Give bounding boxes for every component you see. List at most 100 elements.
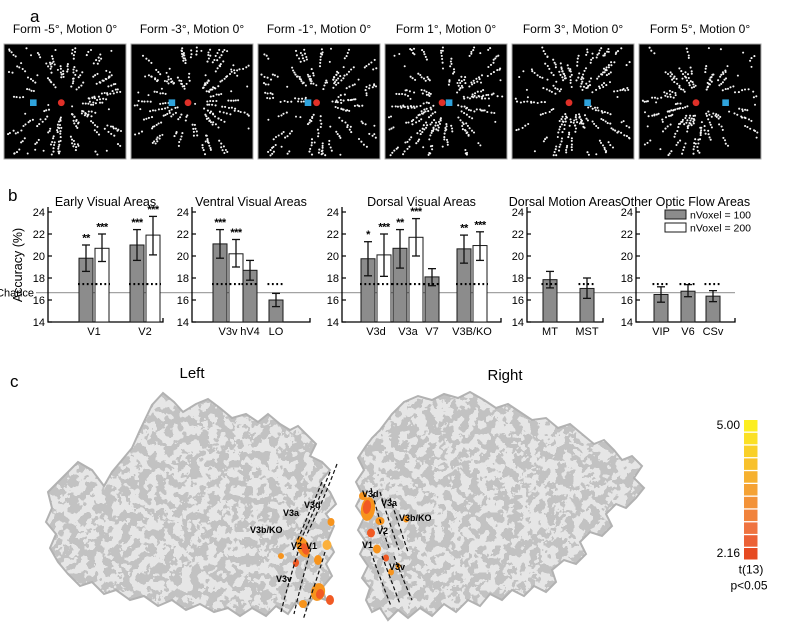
dot [578, 122, 581, 125]
dot [273, 74, 276, 77]
dot [420, 76, 423, 79]
dot [345, 55, 348, 58]
dot [73, 115, 76, 118]
dot [81, 102, 84, 105]
dot [472, 131, 476, 134]
dot [425, 90, 428, 93]
dot [693, 145, 696, 148]
dot [602, 85, 605, 89]
dot [471, 93, 474, 96]
dot [431, 148, 434, 151]
dot [168, 67, 171, 70]
dot [70, 52, 74, 55]
dot [610, 61, 613, 64]
dot [181, 85, 184, 88]
dot [177, 118, 180, 121]
dot [325, 79, 328, 82]
dot [153, 140, 156, 143]
dot [412, 105, 415, 108]
dot [267, 118, 270, 121]
stimulus-label: Form -5°, Motion 0° [13, 22, 117, 36]
dot [73, 66, 76, 69]
dot [419, 133, 422, 136]
dot [595, 56, 598, 59]
dot [673, 135, 676, 138]
dot [413, 53, 416, 56]
dot [726, 65, 729, 68]
dot [473, 81, 476, 85]
category-label: V3a [398, 326, 418, 338]
dot [12, 53, 15, 57]
dot [700, 121, 703, 124]
dot [402, 153, 405, 156]
dot [107, 108, 110, 111]
dot [23, 137, 26, 140]
dot [465, 153, 468, 156]
dot [674, 91, 677, 95]
dot [346, 126, 349, 129]
dot [557, 131, 560, 134]
dot [28, 88, 31, 91]
dot [192, 134, 195, 137]
dot [604, 120, 607, 123]
dot [609, 113, 612, 116]
dot [416, 132, 419, 135]
dot [616, 96, 619, 98]
dot [407, 121, 410, 124]
category-label: LO [269, 326, 284, 338]
dot [304, 96, 307, 99]
dot [690, 117, 693, 120]
activation-blob [314, 555, 322, 565]
dot [368, 87, 371, 90]
dot [411, 123, 414, 126]
dot [560, 137, 564, 140]
dot [464, 76, 467, 79]
dot [195, 53, 198, 56]
dot [179, 116, 182, 119]
dot [75, 88, 78, 91]
dot [160, 87, 163, 90]
dot [74, 73, 77, 76]
dot [542, 140, 545, 143]
dot [501, 95, 504, 98]
dot [406, 94, 410, 97]
dot [72, 145, 75, 148]
dot [59, 139, 62, 142]
dot [226, 150, 229, 153]
dot [707, 110, 710, 113]
dot [474, 92, 477, 95]
dot [290, 130, 293, 133]
dot [339, 153, 342, 156]
dot [178, 140, 181, 144]
dot [613, 61, 616, 64]
dot [91, 96, 94, 99]
dot [30, 89, 33, 92]
dot [705, 88, 708, 91]
dot [211, 123, 214, 126]
dot [215, 93, 218, 96]
dot [422, 111, 426, 114]
dot [69, 135, 72, 138]
dot [77, 76, 80, 79]
dot [73, 143, 76, 146]
dot [480, 81, 482, 84]
dot [59, 119, 62, 122]
dot [339, 94, 342, 97]
dot [437, 129, 440, 132]
dot [459, 87, 462, 90]
dot [449, 60, 452, 63]
dot [669, 71, 672, 74]
dot [298, 77, 301, 80]
dot [50, 153, 53, 156]
dot [310, 120, 313, 123]
dot [569, 79, 572, 82]
dot [575, 79, 578, 82]
dot [343, 74, 346, 77]
dot [473, 46, 476, 49]
dot [587, 85, 590, 88]
dot [175, 132, 178, 135]
dot [601, 73, 604, 76]
dot [441, 57, 444, 61]
dot [188, 79, 191, 82]
dot [171, 80, 174, 83]
